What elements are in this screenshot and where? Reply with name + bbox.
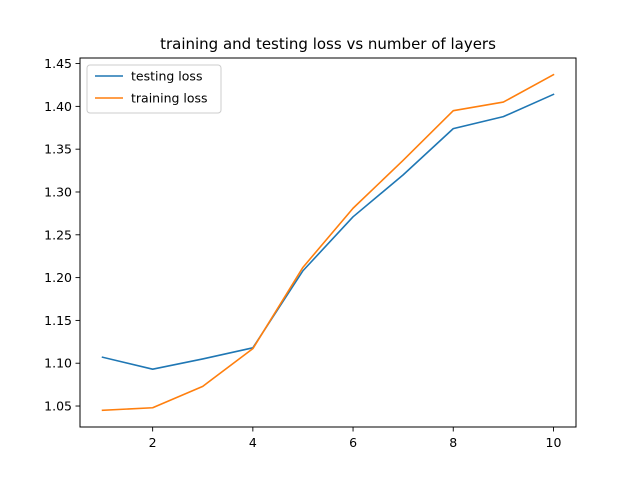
series-line-training-loss: [101, 73, 555, 412]
x-tick-label: 4: [249, 435, 257, 450]
y-tick-label: 1.35: [44, 142, 72, 157]
y-tick-label: 1.25: [44, 227, 72, 242]
legend-label: training loss: [131, 91, 208, 106]
x-tick-label: 8: [449, 435, 457, 450]
legend-box: [86, 64, 222, 114]
y-tick-label: 1.10: [44, 356, 72, 371]
y-tick-label: 1.40: [44, 99, 72, 114]
y-tick-label: 1.05: [44, 399, 72, 414]
series-line-testing-loss: [101, 93, 555, 371]
y-tick-label: 1.20: [44, 270, 72, 285]
plot-area: 2 4 6 8 10 1.05 1.10 1.15 1.20 1.25 1.30 1.35 1.40 1.…: [44, 56, 577, 450]
y-tick-label: 1.30: [44, 184, 72, 199]
x-tick-label: 10: [546, 435, 562, 450]
y-tick-label: 1.45: [44, 56, 72, 71]
chart-title: training and testing loss vs number of l…: [160, 35, 496, 53]
y-tick-label: 1.15: [44, 313, 72, 328]
axes-frame: [79, 57, 577, 428]
legend-label: testing loss: [131, 69, 202, 84]
x-tick-label: 6: [349, 435, 357, 450]
x-tick-label: 2: [149, 435, 157, 450]
